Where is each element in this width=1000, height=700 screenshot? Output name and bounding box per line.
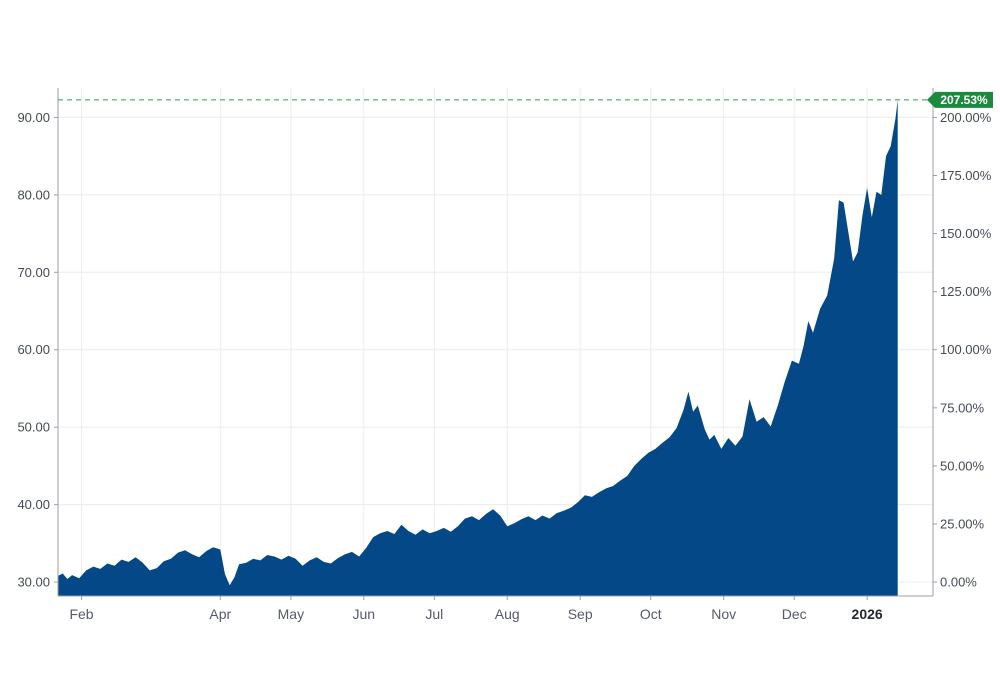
x-tick-label: Sep bbox=[568, 606, 593, 622]
right-tick-label: 50.00% bbox=[940, 458, 985, 473]
x-tick-label: Aug bbox=[495, 606, 520, 622]
left-axis-ticks: 30.00 40.00 50.00 60.00 70.00 80.00 90.00 bbox=[17, 110, 58, 590]
right-tick-label: 150.00% bbox=[940, 226, 992, 241]
left-tick-label: 60.00 bbox=[17, 342, 50, 357]
area-series bbox=[58, 99, 898, 597]
right-tick-label: 75.00% bbox=[940, 400, 985, 415]
left-tick-label: 40.00 bbox=[17, 497, 50, 512]
right-tick-label: 25.00% bbox=[940, 516, 985, 531]
x-tick-label: Nov bbox=[711, 606, 736, 622]
left-tick-label: 50.00 bbox=[17, 420, 50, 435]
axes bbox=[57, 88, 934, 597]
last-value-label: 207.53% bbox=[940, 93, 988, 107]
left-tick-label: 30.00 bbox=[17, 575, 50, 590]
price-area bbox=[58, 99, 898, 597]
x-axis-ticks: Feb Apr May Jun Jul Aug Sep Oct Nov Dec 2026 bbox=[69, 596, 883, 622]
x-tick-label: Jul bbox=[425, 606, 443, 622]
x-tick-label: 2026 bbox=[852, 606, 883, 622]
right-tick-label: 0.00% bbox=[940, 575, 977, 590]
right-tick-label: 175.00% bbox=[940, 168, 992, 183]
x-tick-label: May bbox=[278, 606, 304, 622]
x-tick-label: Apr bbox=[209, 606, 231, 622]
last-value-marker: 207.53% bbox=[58, 91, 993, 108]
x-tick-label: Feb bbox=[69, 606, 93, 622]
left-tick-label: 80.00 bbox=[17, 187, 50, 202]
left-tick-label: 90.00 bbox=[17, 110, 50, 125]
last-value-badge bbox=[927, 91, 993, 108]
right-axis-ticks: 0.00% 25.00% 50.00% 75.00% 100.00% 125.00% 150… bbox=[933, 110, 992, 590]
x-tick-label: Dec bbox=[782, 606, 807, 622]
gridlines bbox=[58, 88, 933, 596]
x-tick-label: Oct bbox=[640, 606, 662, 622]
left-tick-label: 70.00 bbox=[17, 265, 50, 280]
right-tick-label: 125.00% bbox=[940, 284, 992, 299]
x-tick-label: Jun bbox=[352, 606, 375, 622]
right-tick-label: 100.00% bbox=[940, 342, 992, 357]
right-tick-label: 200.00% bbox=[940, 110, 992, 125]
